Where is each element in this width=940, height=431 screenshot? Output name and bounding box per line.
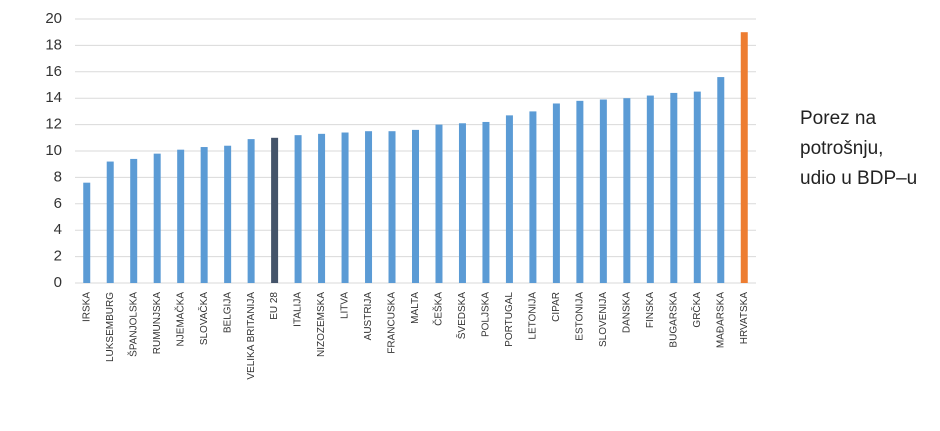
x-tick-label: CIPAR — [551, 292, 562, 322]
bar — [224, 145, 232, 283]
bar — [740, 32, 748, 284]
bar — [505, 115, 513, 283]
x-tick-label: VELIKA BRITANIJA — [246, 292, 257, 380]
y-tick-label: 12 — [45, 116, 62, 133]
bar — [693, 91, 701, 283]
bar — [717, 77, 725, 283]
y-tick-label: 18 — [45, 36, 62, 53]
bar — [83, 182, 91, 283]
y-tick-label: 8 — [54, 168, 62, 185]
x-tick-label: AUSTRIJA — [363, 292, 374, 341]
y-tick-label: 10 — [45, 142, 62, 159]
x-tick-label: SLOVENIJA — [598, 292, 609, 347]
y-tick-label: 0 — [54, 274, 62, 291]
x-tick-label: LUKSEMBURG — [105, 292, 116, 362]
x-tick-label: ŠVEDSKA — [455, 292, 468, 340]
x-tick-label: NJEMAČKA — [173, 292, 186, 347]
bar — [529, 111, 537, 284]
x-tick-label: FINSKA — [645, 292, 656, 328]
x-tick-label: ITALIJA — [293, 292, 304, 327]
bar — [435, 124, 443, 283]
chart-title: Porez na potrošnju, udio u BDP–u — [800, 108, 918, 189]
bar — [599, 99, 607, 284]
x-tick-label: RUMUNJSKA — [152, 292, 163, 355]
bar — [482, 121, 490, 284]
x-tick-label: DANSKA — [621, 292, 632, 333]
bar — [153, 153, 161, 283]
y-tick-label: 20 — [45, 10, 62, 27]
bar — [388, 131, 396, 283]
bar — [646, 95, 654, 283]
bar — [458, 123, 466, 283]
x-tick-label: SLOVAČKA — [197, 292, 210, 345]
y-tick-label: 14 — [45, 89, 62, 106]
x-tick-label: BELGIJA — [222, 292, 233, 333]
bar — [130, 158, 138, 283]
x-tick-label: NIZOZEMSKA — [316, 292, 327, 357]
bar — [670, 92, 678, 283]
x-tick-label: GRČKA — [690, 292, 703, 328]
x-tick-label: MAĐARSKA — [715, 292, 726, 348]
x-tick-label: LITVA — [340, 292, 351, 319]
y-tick-label: 4 — [54, 221, 62, 238]
bar — [576, 100, 584, 283]
x-tick-label: ŠPANJOLSKA — [126, 292, 139, 357]
x-tick-label: ESTONIJA — [575, 292, 586, 341]
bar — [318, 133, 326, 283]
bar — [200, 147, 208, 283]
x-tick-label: FRANCUSKA — [387, 292, 398, 354]
x-tick-label: MALTA — [410, 292, 421, 324]
bar — [412, 129, 419, 283]
bar — [247, 139, 255, 283]
y-tick-label: 6 — [54, 195, 62, 212]
x-tick-label: LETONIJA — [528, 292, 539, 340]
x-tick-label: PORTUGAL — [504, 292, 515, 347]
bar — [294, 135, 302, 283]
bar — [341, 132, 349, 283]
bar — [106, 161, 114, 283]
bar — [365, 131, 373, 283]
bar — [623, 98, 631, 283]
bar — [271, 137, 279, 283]
y-tick-label: 16 — [45, 63, 62, 80]
x-tick-label: HRVATSKA — [739, 292, 750, 345]
bar — [177, 149, 185, 283]
x-tick-label: ČEŠKA — [432, 292, 445, 326]
chart: 0 2 4 6 8 10 12 14 16 18 20 IRSKA LUKSEMBURG ŠPANJOLS… — [45, 10, 756, 380]
y-tick-label: 2 — [54, 248, 62, 265]
x-tick-label: EU 28 — [269, 292, 280, 320]
bar — [552, 103, 560, 283]
x-tick-label: BUGARSKA — [668, 292, 679, 348]
x-tick-label: IRSKA — [81, 292, 92, 322]
x-tick-label: POLJSKA — [481, 292, 492, 337]
